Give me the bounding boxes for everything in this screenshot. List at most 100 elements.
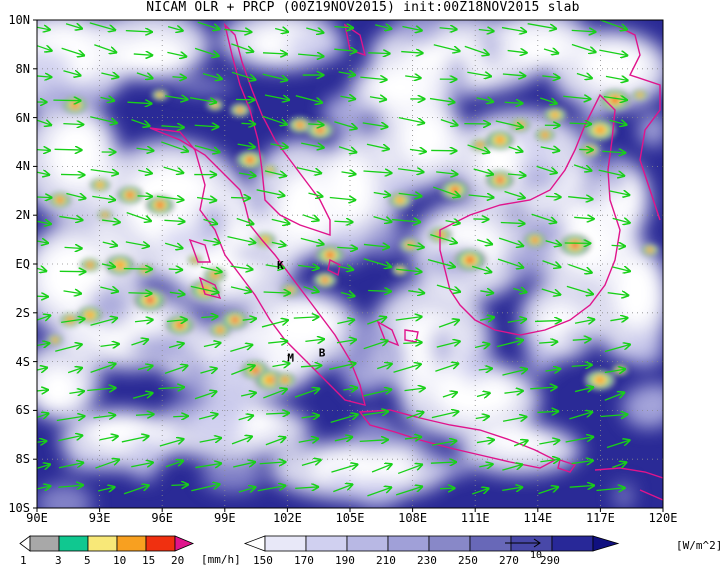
cloud-core xyxy=(367,70,428,107)
wind-vector xyxy=(67,367,83,372)
wind-vector xyxy=(602,151,626,153)
prcp-15 xyxy=(282,378,288,382)
wind-vector xyxy=(37,266,47,271)
cloud-core xyxy=(397,107,452,168)
wind-vector xyxy=(545,196,562,197)
lon-label-96e: 96E xyxy=(151,511,174,525)
wind-vector xyxy=(598,169,625,176)
cloud-wisp xyxy=(625,330,663,368)
wind-vector xyxy=(37,464,51,470)
cloud-wisp xyxy=(561,329,591,347)
wind-vector xyxy=(513,288,527,292)
wind-vector xyxy=(401,52,423,54)
wind-vector xyxy=(65,24,83,29)
prcp-10 xyxy=(594,125,606,135)
wind-vector xyxy=(507,51,528,53)
lon-label-93e: 93E xyxy=(88,511,111,525)
wind-vector xyxy=(612,462,627,467)
wind-vector xyxy=(368,291,392,292)
wind-vector xyxy=(190,97,217,103)
wind-vector xyxy=(502,417,527,422)
wind-vector xyxy=(69,391,85,393)
wind-vector xyxy=(606,440,630,449)
wind-vector xyxy=(402,27,422,31)
prcp-15 xyxy=(217,328,223,332)
olr-legend-label: 270 xyxy=(499,554,519,567)
wind-vector xyxy=(436,172,458,175)
wind-vector xyxy=(508,147,524,152)
wind-vector xyxy=(58,485,84,487)
wind-vector xyxy=(165,96,188,100)
wind-vector xyxy=(308,124,324,125)
wind-vector xyxy=(266,413,290,414)
wind-vector xyxy=(262,73,288,80)
wind-vector xyxy=(468,195,495,198)
sulawesi-coast xyxy=(614,24,661,221)
wind-vector xyxy=(334,437,353,441)
wind-vector xyxy=(359,440,389,442)
wind-vector xyxy=(363,258,392,268)
wind-vector xyxy=(233,462,256,468)
wind-vector xyxy=(497,258,524,268)
borneo-coast xyxy=(439,93,621,336)
wind-vector xyxy=(572,339,592,340)
riau-islands-coast xyxy=(327,258,341,277)
wind-vector xyxy=(37,441,47,443)
wind-vector xyxy=(607,293,630,296)
wind-vector xyxy=(498,237,524,246)
wind-vector xyxy=(90,363,117,373)
wind-vector xyxy=(611,245,626,246)
wind-vector xyxy=(467,144,491,153)
wind-vector xyxy=(238,487,256,492)
prcp-20 xyxy=(233,318,237,322)
wind-vector xyxy=(504,190,526,199)
prcp-15 xyxy=(127,192,133,198)
wind-vector xyxy=(167,52,187,56)
prcp-20 xyxy=(498,178,502,182)
wind-vector xyxy=(128,293,152,294)
cloud-wisp xyxy=(415,455,442,469)
wind-vector xyxy=(238,173,257,176)
wind-vector xyxy=(301,415,320,418)
wind-vector xyxy=(507,174,527,176)
wind-vector xyxy=(571,43,597,53)
wind-vector xyxy=(274,28,289,32)
wind-vector xyxy=(430,234,457,244)
wind-vector xyxy=(369,97,387,100)
wind-vector xyxy=(203,219,218,224)
wind-vector xyxy=(263,389,287,399)
wind-vector xyxy=(391,220,421,223)
wind-vector xyxy=(513,440,528,446)
prcp-unit: [mm/h] xyxy=(201,553,241,566)
wind-vector xyxy=(436,284,461,292)
cloud-wisp xyxy=(326,351,379,374)
wind-vector xyxy=(478,368,493,370)
wind-vector xyxy=(262,53,288,54)
cloud-wisp xyxy=(191,398,244,445)
wind-vector xyxy=(256,189,286,196)
prcp-legend-label: 15 xyxy=(142,554,155,567)
wind-vector xyxy=(563,96,591,99)
wind-vector xyxy=(599,20,628,30)
wind-vector xyxy=(574,387,594,392)
wind-vector xyxy=(161,141,189,152)
prcp-10 xyxy=(212,102,218,108)
cloud-wisp xyxy=(624,391,663,418)
olr-legend-label: 210 xyxy=(376,554,396,567)
olr-legend-label: 290 xyxy=(540,554,560,567)
wind-vector xyxy=(478,30,495,32)
wind-vector xyxy=(223,29,252,32)
wind-vector xyxy=(123,269,153,270)
olr-legend-swatch xyxy=(428,535,471,552)
wind-vector xyxy=(270,144,289,148)
prcp-10 xyxy=(85,311,95,319)
wind-vector xyxy=(61,47,85,55)
wind-vector xyxy=(479,464,493,467)
wind-vector xyxy=(439,28,458,30)
prcp-legend-swatch xyxy=(29,535,60,552)
wind-vector xyxy=(169,292,186,294)
wind-vector xyxy=(539,342,558,343)
wind-vector xyxy=(435,363,459,372)
cloud-wisp xyxy=(63,457,118,471)
olr-legend-swatch xyxy=(469,535,512,552)
